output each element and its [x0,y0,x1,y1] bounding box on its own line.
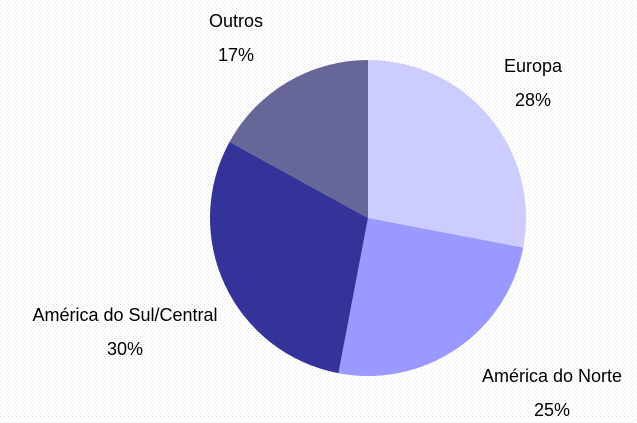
slice-value-label: 28% [515,90,551,110]
slice-label: América do Norte [482,366,622,386]
slice-label: América do Sul/Central [32,305,217,325]
slice-label: Outros [209,11,263,31]
slice-value-label: 30% [107,339,143,359]
pie-slice [338,218,524,377]
pie-slice [229,60,368,218]
slice-value-label: 25% [534,400,570,420]
slice-label: Europa [504,56,563,76]
slice-value-label: 17% [218,45,254,65]
pie-slice [368,60,526,248]
pie-slice [209,141,368,374]
